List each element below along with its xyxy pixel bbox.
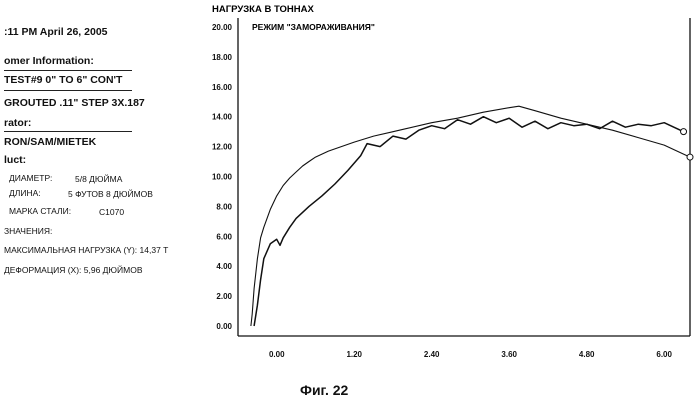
x-tick-label: 3.60 xyxy=(501,350,517,359)
x-tick-label: 0.00 xyxy=(269,350,285,359)
series-line-1 xyxy=(251,106,690,326)
x-tick-label: 6.00 xyxy=(656,350,672,359)
y-tick-label: 12.00 xyxy=(212,143,233,152)
y-tick-label: 4.00 xyxy=(216,262,232,271)
series-end-marker-1 xyxy=(687,154,693,160)
x-tick-label: 2.40 xyxy=(424,350,440,359)
y-tick-label: 2.00 xyxy=(216,292,232,301)
y-tick-label: 20.00 xyxy=(212,23,233,32)
y-tick-label: 8.00 xyxy=(216,202,232,211)
series-end-marker-2 xyxy=(681,129,687,135)
y-tick-label: 6.00 xyxy=(216,232,232,241)
y-tick-label: 16.00 xyxy=(212,83,233,92)
x-tick-label: 1.20 xyxy=(346,350,362,359)
chart-annotation: РЕЖИМ "ЗАМОРАЖИВАНИЯ" xyxy=(252,22,375,32)
y-tick-label: 0.00 xyxy=(216,322,232,331)
y-tick-label: 14.00 xyxy=(212,113,233,122)
x-tick-label: 4.80 xyxy=(579,350,595,359)
y-tick-label: 18.00 xyxy=(212,53,233,62)
chart-title: НАГРУЗКА В ТОННАХ xyxy=(212,4,315,15)
y-tick-label: 10.00 xyxy=(212,173,233,182)
figure-caption: Фиг. 22 xyxy=(300,382,348,398)
series-line-2 xyxy=(254,117,683,326)
